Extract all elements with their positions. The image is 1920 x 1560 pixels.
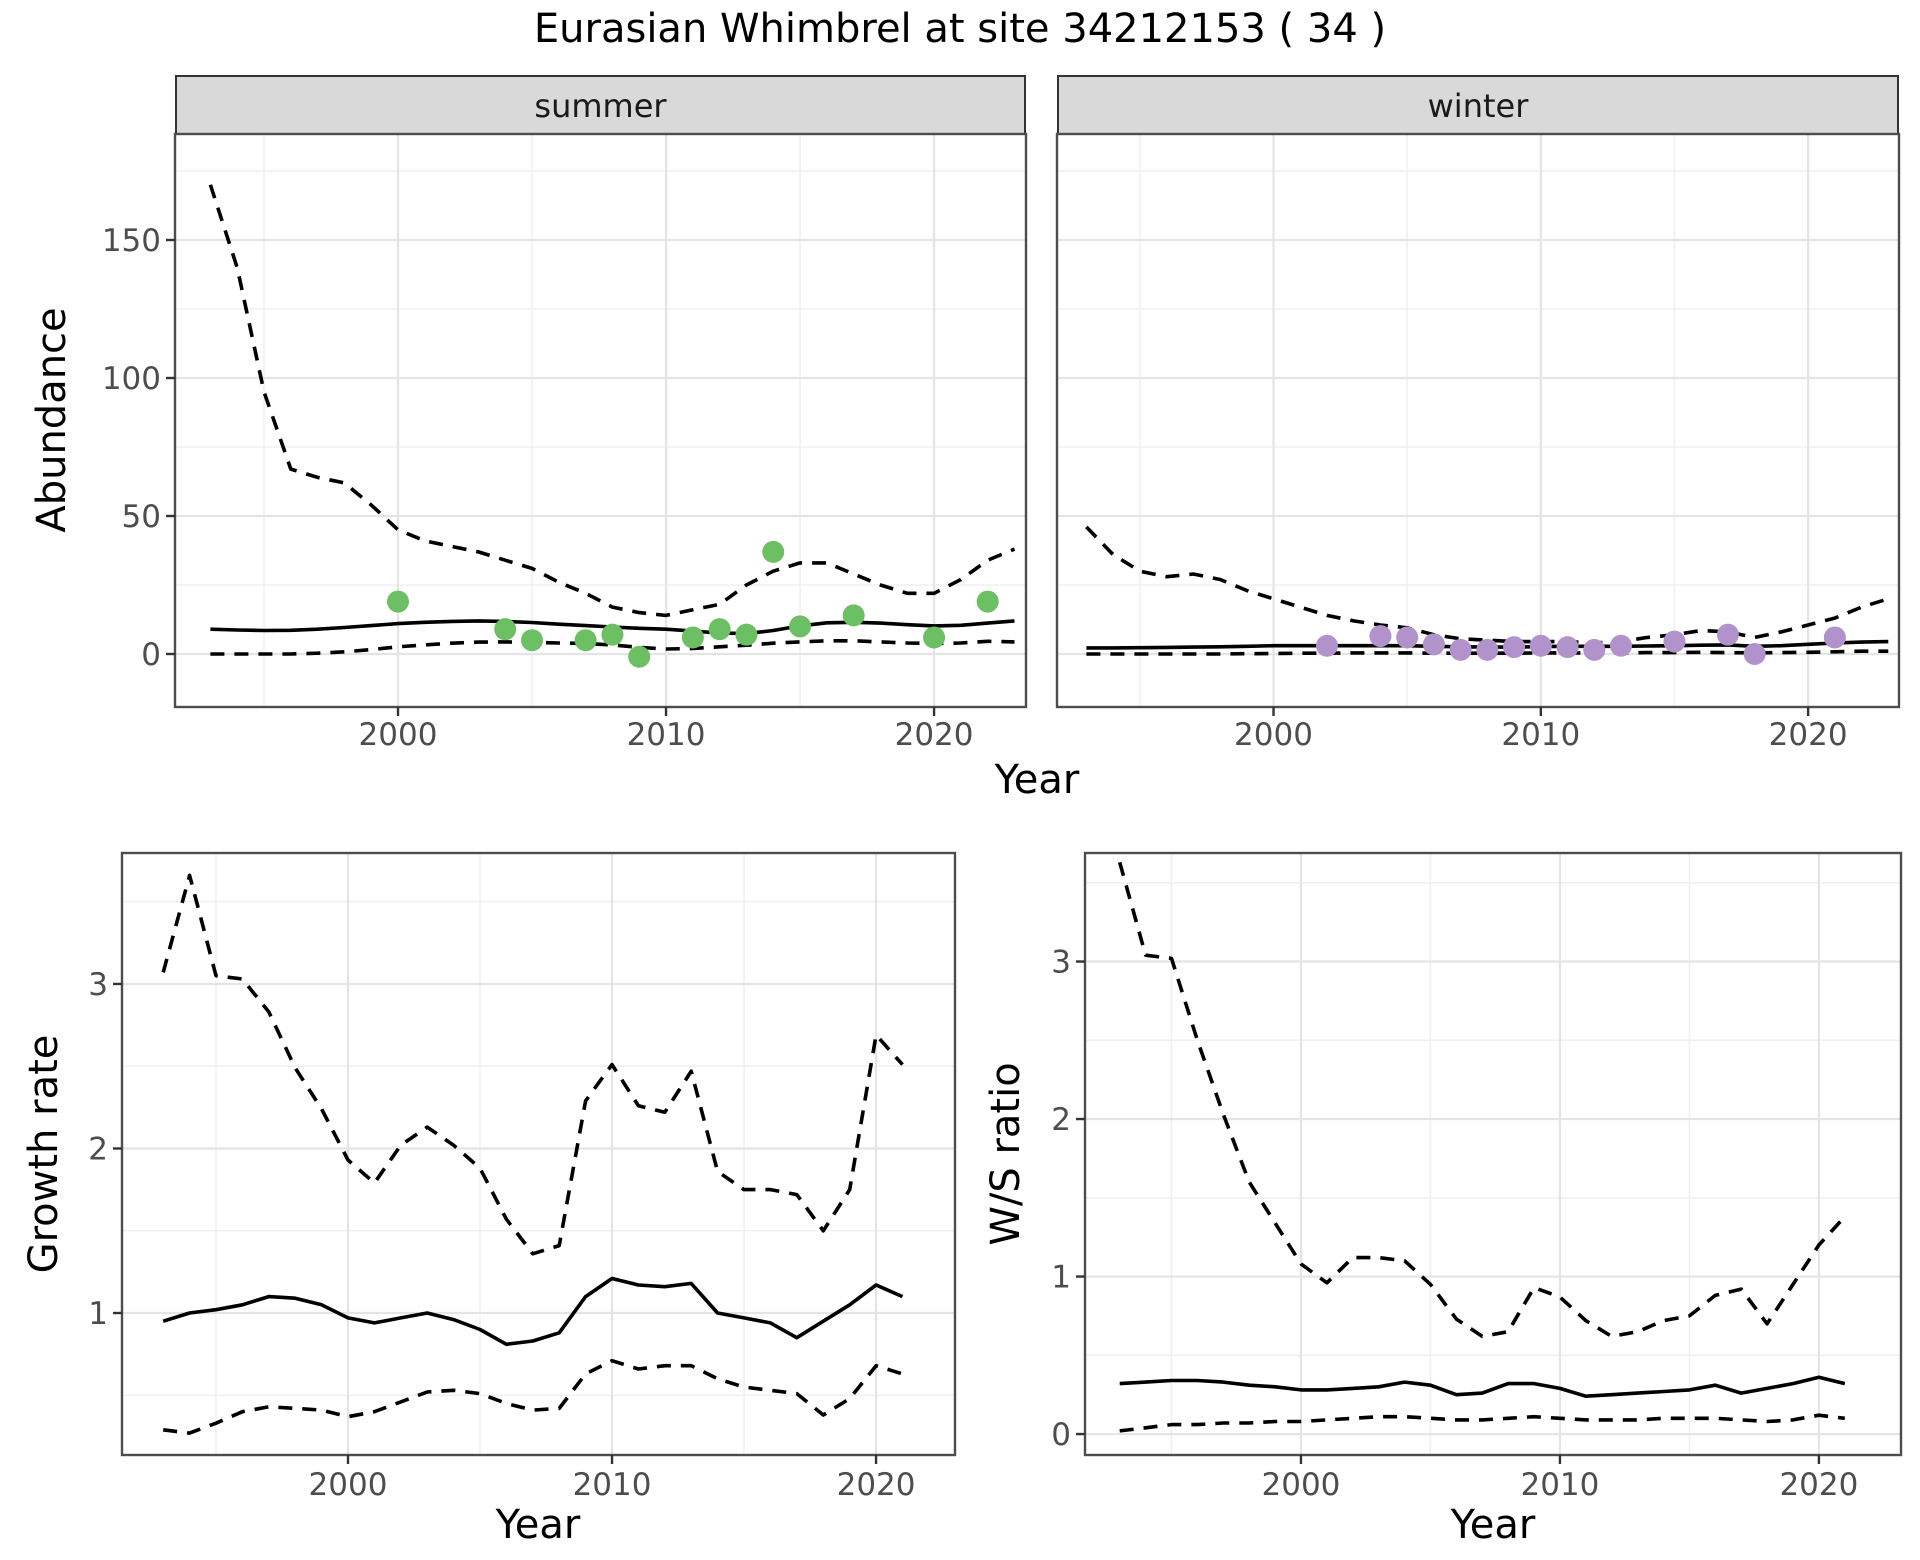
series-median [162,1276,904,1347]
point-observed-counts-winter [1422,633,1445,656]
point-observed-counts-winter [1583,638,1606,661]
x-tick-label: 2020 [837,1467,916,1503]
facet-strip-winter: winter [1057,75,1899,136]
point-observed-counts-summer [628,645,651,668]
y-tick-label: 0 [1051,1417,1071,1453]
point-observed-counts-summer [735,623,758,646]
x-axis-title-year-ws: Year [1450,1502,1536,1548]
y-tick-label: 1 [88,1296,108,1332]
y-tick-label: 2 [88,1131,108,1167]
y-tick-label: 2 [1051,1102,1071,1138]
point-observed-counts-winter [1716,623,1739,646]
panel-abundance-summer: 2000 2010 2020 0 50 100 150 [102,132,1028,753]
y-tick-label: 0 [141,637,161,673]
point-observed-counts-winter [1449,638,1472,661]
point-observed-counts-summer [923,626,946,649]
point-observed-counts-summer [521,629,544,652]
x-tick-label: 2020 [895,717,974,753]
point-observed-counts-winter [1529,634,1552,657]
x-tick-label: 2010 [1520,1467,1599,1503]
x-tick-label: 2020 [1769,717,1848,753]
point-observed-counts-winter [1476,638,1499,661]
point-observed-counts-summer [494,618,517,641]
panel-border [1055,132,1901,709]
panel-abundance-winter: 2000 2010 2020 [1055,132,1901,753]
x-tick-label: 2020 [1779,1467,1858,1503]
x-tick-label: 2010 [573,1467,652,1503]
y-tick-label: 100 [102,361,161,397]
x-tick-label: 2010 [1501,717,1580,753]
point-observed-counts-summer [601,623,624,646]
x-tick-label: 2000 [359,717,438,753]
series-upper_95ci [1117,861,1847,1339]
series-upper_95ci [161,873,904,1256]
x-tick-label: 2000 [1262,1467,1341,1503]
point-observed-counts-winter [1823,626,1846,649]
point-observed-counts-winter [1315,634,1338,657]
y-tick-label: 3 [1051,945,1071,981]
x-tick-label: 2000 [1234,717,1313,753]
panel-background [1057,134,1899,707]
point-observed-counts-summer [574,629,597,652]
y-axis-title-growth-rate: Growth rate [21,1034,67,1274]
point-observed-counts-winter [1556,636,1579,659]
y-tick-label: 50 [122,499,161,535]
point-observed-counts-winter [1396,626,1419,649]
series-lower_95ci [162,1358,904,1435]
y-axis-title-abundance: Abundance [29,307,75,533]
panel-background [122,853,955,1455]
x-tick-label: 2010 [627,717,706,753]
point-observed-counts-summer [708,618,731,641]
point-observed-counts-winter [1369,625,1392,648]
panel-growth-rate: 2000 2010 2020 1 2 3 [88,851,957,1503]
figure-title: Eurasian Whimbrel at site 34212153 ( 34 … [533,6,1387,52]
series-median [1119,1375,1846,1398]
y-axis-title-ws-ratio: W/S ratio [983,1062,1029,1246]
point-observed-counts-winter [1503,636,1526,659]
point-observed-counts-summer [789,615,812,638]
y-tick-label: 3 [88,967,108,1003]
point-observed-counts-summer [762,540,785,563]
panel-ws-ratio: 2000 2010 2020 0 1 2 3 [1051,851,1903,1503]
facet-strip-summer: summer [175,75,1026,136]
point-observed-counts-summer [976,590,999,613]
y-tick-label: 1 [1051,1260,1071,1296]
point-observed-counts-summer [842,604,865,627]
point-observed-counts-winter [1743,643,1766,666]
point-observed-counts-winter [1610,634,1633,657]
panel-border [120,851,957,1457]
panel-background [1085,853,1901,1455]
point-observed-counts-summer [387,590,410,613]
series-lower_95ci [1086,649,1889,656]
series-lower_95ci [1119,1413,1846,1433]
point-observed-counts-summer [681,626,704,649]
x-axis-title-year-top: Year [994,757,1080,803]
panel-border [173,132,1028,709]
x-axis-title-year-growth: Year [495,1502,581,1548]
x-tick-label: 2000 [309,1467,388,1503]
panel-background [175,134,1026,707]
y-tick-label: 150 [102,223,161,259]
panel-border [1083,851,1903,1457]
series-upper_95ci [1085,525,1889,645]
series-upper_95ci [208,184,1016,618]
point-observed-counts-winter [1663,630,1686,653]
